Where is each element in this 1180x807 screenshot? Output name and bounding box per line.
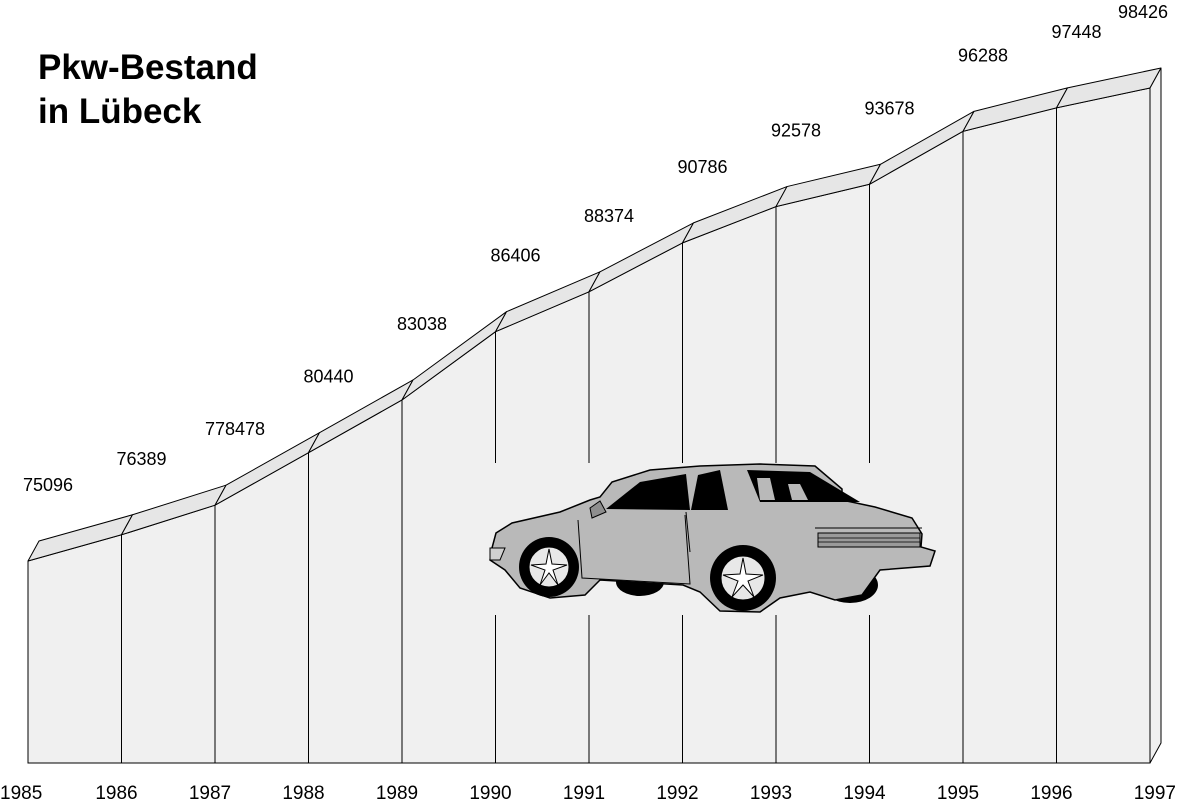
area-layer (27, 67, 1162, 764)
data-label: 80440 (303, 367, 353, 387)
car-icon (489, 463, 936, 613)
x-axis-tick-labels: 1985 1986 1987 1988 1989 1990 1991 1992 1993 1994… (0, 783, 1176, 804)
value-labels: 75096 76389 778478 80440 83038 86406 88374 9078… (23, 2, 1168, 495)
data-label: 83038 (397, 314, 447, 334)
x-tick-label: 1993 (750, 783, 792, 804)
chart-title-line-1: Pkw-Bestand (38, 48, 258, 87)
data-label: 778478 (205, 419, 265, 439)
x-tick-label: 1990 (469, 783, 511, 804)
x-tick-label: 1989 (376, 783, 418, 804)
data-label: 88374 (584, 206, 634, 226)
data-label: 92578 (771, 121, 821, 141)
data-label: 93678 (864, 98, 914, 118)
x-tick-label: 1987 (189, 783, 231, 804)
data-label: 86406 (490, 246, 540, 266)
x-tick-label: 1985 (0, 783, 42, 804)
x-tick-label: 1997 (1134, 783, 1176, 804)
x-tick-label: 1988 (282, 783, 324, 804)
data-label: 96288 (958, 45, 1008, 65)
x-tick-label: 1994 (843, 783, 886, 804)
data-label: 97448 (1051, 22, 1101, 42)
x-tick-label: 1991 (563, 783, 605, 804)
x-tick-label: 1995 (937, 783, 979, 804)
data-label: 90786 (677, 157, 727, 177)
x-tick-label: 1992 (656, 783, 698, 804)
area-side-face (1149, 67, 1162, 764)
x-tick-label: 1996 (1030, 783, 1072, 804)
x-tick-label: 1986 (95, 783, 137, 804)
divider-layer (121, 107, 1057, 763)
data-label: 75096 (23, 475, 73, 495)
chart-title: Pkw-Bestand in Lübeck (38, 46, 258, 134)
data-label: 76389 (116, 449, 166, 469)
data-label: 98426 (1118, 2, 1168, 22)
chart-title-line-2: in Lübeck (38, 92, 202, 131)
